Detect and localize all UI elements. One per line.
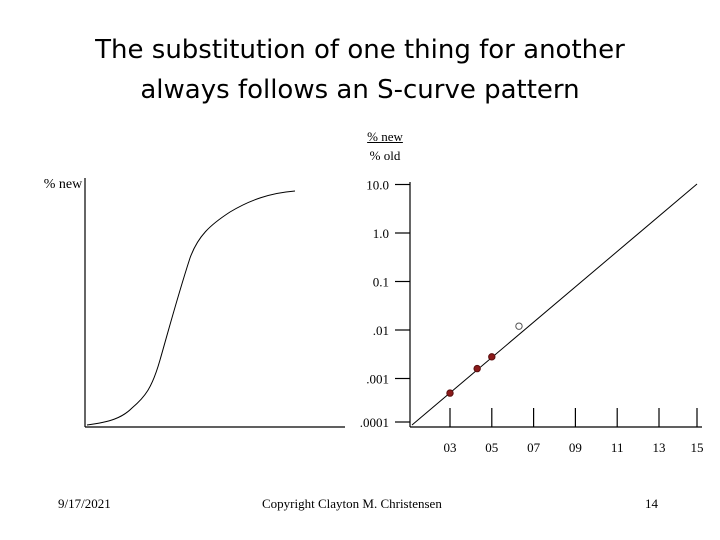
s-curve-y-axis-label: % new <box>43 177 83 192</box>
x-tick-label: 15 <box>691 440 704 455</box>
copyright-text: Copyright Clayton M. Christensen <box>262 496 442 511</box>
y-tick-label: .01 <box>373 323 389 338</box>
log-chart-y-axis-label: % new % old <box>345 127 425 165</box>
x-tick-label: 03 <box>444 440 457 455</box>
slide-date: 9/17/2021 <box>58 496 111 511</box>
trend-line <box>411 183 698 426</box>
x-tick-label: 13 <box>653 440 666 455</box>
x-tick-label: 05 <box>485 440 498 455</box>
x-tick-label: 09 <box>569 440 582 455</box>
s-curve-chart <box>84 178 345 428</box>
y-tick-label: 1.0 <box>373 226 389 241</box>
data-point <box>488 353 496 361</box>
data-point <box>473 364 481 373</box>
y-tick-label: 0.1 <box>373 275 389 290</box>
data-point <box>446 389 454 397</box>
y-tick-label: .0001 <box>360 415 389 430</box>
projected-data-point <box>515 322 523 330</box>
s-curve-line <box>86 190 296 426</box>
title-line-1: The substitution of one thing for anothe… <box>95 35 625 65</box>
ratio-denominator: % old <box>369 148 401 163</box>
x-tick-label: 07 <box>527 440 541 455</box>
y-tick-label: 10.0 <box>366 178 389 193</box>
title-line-2: always follows an S-curve pattern <box>140 75 580 105</box>
y-tick-label: .001 <box>366 372 389 387</box>
x-tick-label: 11 <box>611 440 624 455</box>
page-number: 14 <box>645 496 658 511</box>
log-chart: .0001 .001 .01 0.1 1.0 10.0 03 05 07 09 11 13 15 <box>360 178 704 456</box>
slide-title: The substitution of one thing for anothe… <box>0 30 720 110</box>
ratio-numerator: % new <box>367 129 403 144</box>
